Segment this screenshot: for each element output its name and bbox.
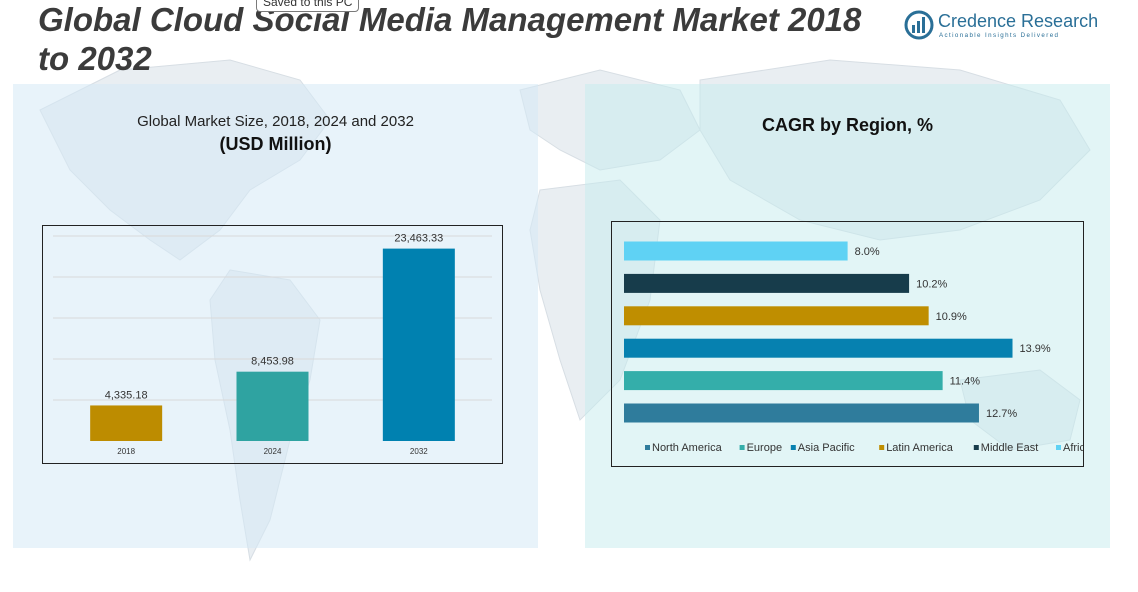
- legend-label-africa: Africa: [1063, 442, 1083, 454]
- bar-2018: [90, 405, 163, 441]
- legend-label-asia-pacific: Asia Pacific: [798, 442, 855, 454]
- data-label-2032: 23,463.33: [394, 233, 443, 245]
- saved-tooltip: Saved to this PC: [256, 0, 360, 12]
- legend-swatch-north-america: [645, 445, 650, 450]
- bar-middle-east: [624, 273, 910, 293]
- data-label-middle-east: 10.2%: [916, 278, 947, 290]
- data-label-north-america: 12.7%: [986, 408, 1017, 420]
- bar-chart-logo-icon: [904, 10, 934, 40]
- x-tick-label-2032: 2032: [410, 447, 428, 456]
- page-title: Global Cloud Social Media Management Mar…: [38, 1, 862, 77]
- legend-swatch-asia-pacific: [790, 445, 796, 450]
- market-size-bar-chart: 4,335.18 2018 8,453.98 2024 23,463.33 2032: [53, 233, 492, 456]
- logo-name: Credence Research: [938, 11, 1099, 31]
- legend-swatch-europe: [739, 445, 745, 450]
- legend-swatch-africa: [1056, 445, 1061, 450]
- bar-2032: [382, 248, 455, 441]
- data-label-2024: 8,453.98: [251, 356, 294, 368]
- data-label-2018: 4,335.18: [105, 389, 148, 401]
- cagr-chart: 8.0% 10.2% 10.9% 13.9% 11.4% 12.7% North Ameri…: [611, 221, 1092, 467]
- market-size-unit: (USD Million): [219, 134, 332, 154]
- market-size-chart: 4,335.18 2018 8,453.98 2024 23,463.33 2032: [42, 225, 503, 464]
- market-size-subtitle: Global Market Size, 2018, 2024 and 2032: [137, 113, 414, 130]
- x-tick-label-2018: 2018: [117, 447, 135, 456]
- legend-label-middle-east: Middle East: [981, 442, 1038, 454]
- legend-swatch-latin-america: [879, 445, 885, 450]
- data-label-latin-america: 10.9%: [936, 311, 967, 323]
- legend-label-latin-america: Latin America: [886, 442, 954, 454]
- credence-research-logo[interactable]: Credence Research Actionable Insights De…: [904, 8, 1098, 44]
- logo-tagline: Actionable Insights Delivered: [939, 32, 1060, 39]
- bar-africa: [624, 241, 848, 261]
- legend-swatch-middle-east: [973, 445, 979, 450]
- data-label-africa: 8.0%: [855, 246, 880, 258]
- bar-asia-pacific: [624, 338, 1013, 358]
- x-tick-label-2024: 2024: [264, 447, 282, 456]
- legend-label-europe: Europe: [747, 442, 782, 454]
- bar-europe: [624, 371, 943, 391]
- data-label-asia-pacific: 13.9%: [1020, 343, 1051, 355]
- cagr-bar-chart: 8.0% 10.2% 10.9% 13.9% 11.4% 12.7% North Ameri…: [624, 241, 1092, 454]
- cagr-title: CAGR by Region, %: [761, 115, 933, 135]
- bar-north-america: [624, 403, 979, 423]
- bar-2024: [236, 371, 309, 441]
- data-label-europe: 11.4%: [950, 376, 981, 388]
- bar-latin-america: [624, 306, 929, 326]
- legend-label-north-america: North America: [652, 442, 723, 454]
